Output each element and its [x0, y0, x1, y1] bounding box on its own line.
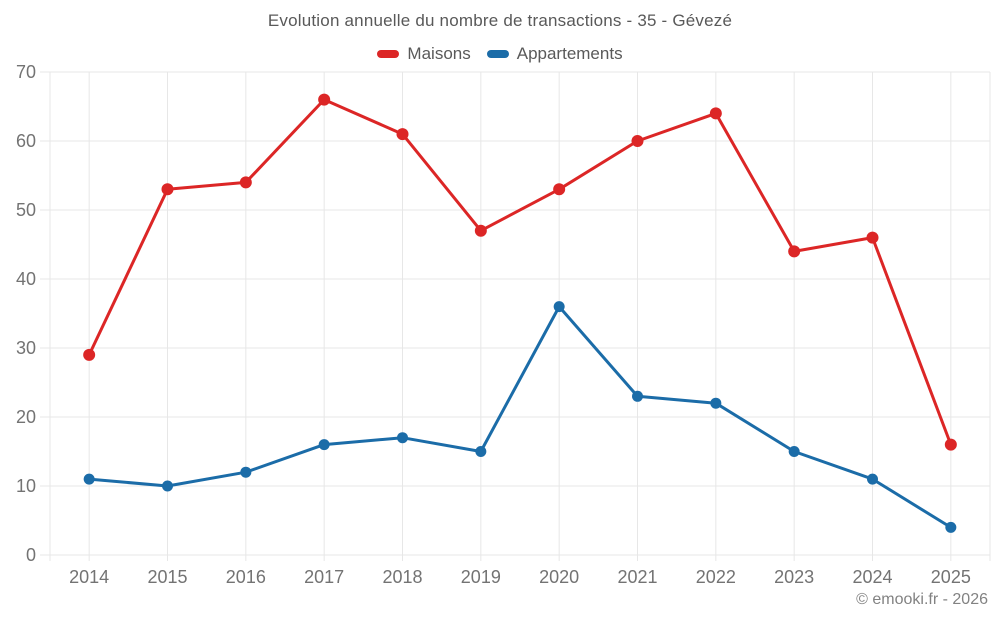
- x-tick-label: 2020: [539, 567, 579, 587]
- x-tick-label: 2015: [147, 567, 187, 587]
- y-tick-label: 50: [16, 200, 36, 220]
- data-point-maisons-2014: [83, 348, 96, 361]
- chart-legend: Maisons Appartements: [0, 44, 1000, 64]
- legend-item-appartements[interactable]: Appartements: [486, 44, 623, 64]
- x-tick-label: 2016: [226, 567, 266, 587]
- data-point-maisons-2015: [161, 183, 174, 196]
- y-tick-label: 20: [16, 407, 36, 427]
- data-point-maisons-2016: [239, 176, 252, 189]
- data-point-maisons-2025: [944, 438, 957, 451]
- data-point-appartements-2023: [788, 446, 800, 457]
- y-tick-label: 70: [16, 62, 36, 82]
- data-point-appartements-2015: [162, 480, 173, 492]
- appartements-legend-label: Appartements: [516, 44, 623, 63]
- y-tick-label: 0: [26, 545, 36, 565]
- legend-item-maisons[interactable]: Maisons: [377, 44, 471, 64]
- data-point-maisons-2023: [788, 245, 801, 258]
- data-point-appartements-2019: [475, 446, 487, 457]
- data-point-appartements-2018: [397, 432, 408, 444]
- maisons-legend-swatch: [377, 50, 400, 58]
- data-point-maisons-2018: [396, 128, 409, 141]
- data-point-appartements-2025: [945, 521, 957, 533]
- data-point-appartements-2021: [632, 390, 643, 402]
- x-tick-label: 2025: [931, 567, 971, 587]
- data-point-maisons-2024: [866, 231, 879, 244]
- data-point-appartements-2017: [318, 439, 330, 451]
- data-point-maisons-2020: [553, 183, 566, 196]
- x-tick-label: 2018: [382, 567, 422, 587]
- y-tick-label: 30: [16, 338, 36, 358]
- y-tick-label: 60: [16, 131, 36, 151]
- x-tick-label: 2019: [461, 567, 501, 587]
- x-tick-label: 2021: [617, 567, 657, 587]
- x-tick-label: 2023: [774, 567, 814, 587]
- copyright-text: © emooki.fr - 2026: [856, 591, 988, 608]
- data-point-maisons-2022: [709, 107, 722, 120]
- x-tick-label: 2022: [696, 567, 736, 587]
- series-line-appartements: [87, 305, 953, 529]
- data-point-maisons-2021: [631, 135, 644, 147]
- x-tick-label: 2017: [304, 567, 344, 587]
- x-tick-label: 2014: [69, 567, 109, 587]
- y-tick-label: 10: [16, 476, 36, 496]
- chart-title: Evolution annuelle du nombre de transact…: [267, 11, 733, 30]
- data-point-maisons-2017: [318, 93, 331, 106]
- data-point-maisons-2019: [474, 224, 487, 237]
- series-line-maisons: [87, 98, 953, 447]
- data-point-appartements-2016: [240, 466, 252, 478]
- data-point-appartements-2014: [83, 473, 95, 485]
- y-tick-label: 40: [16, 269, 36, 289]
- appartements-legend-swatch: [486, 50, 509, 58]
- maisons-legend-label: Maisons: [407, 44, 471, 63]
- data-point-appartements-2024: [867, 473, 878, 485]
- x-tick-label: 2024: [852, 567, 892, 587]
- data-point-appartements-2022: [710, 397, 722, 409]
- data-point-appartements-2020: [553, 301, 565, 313]
